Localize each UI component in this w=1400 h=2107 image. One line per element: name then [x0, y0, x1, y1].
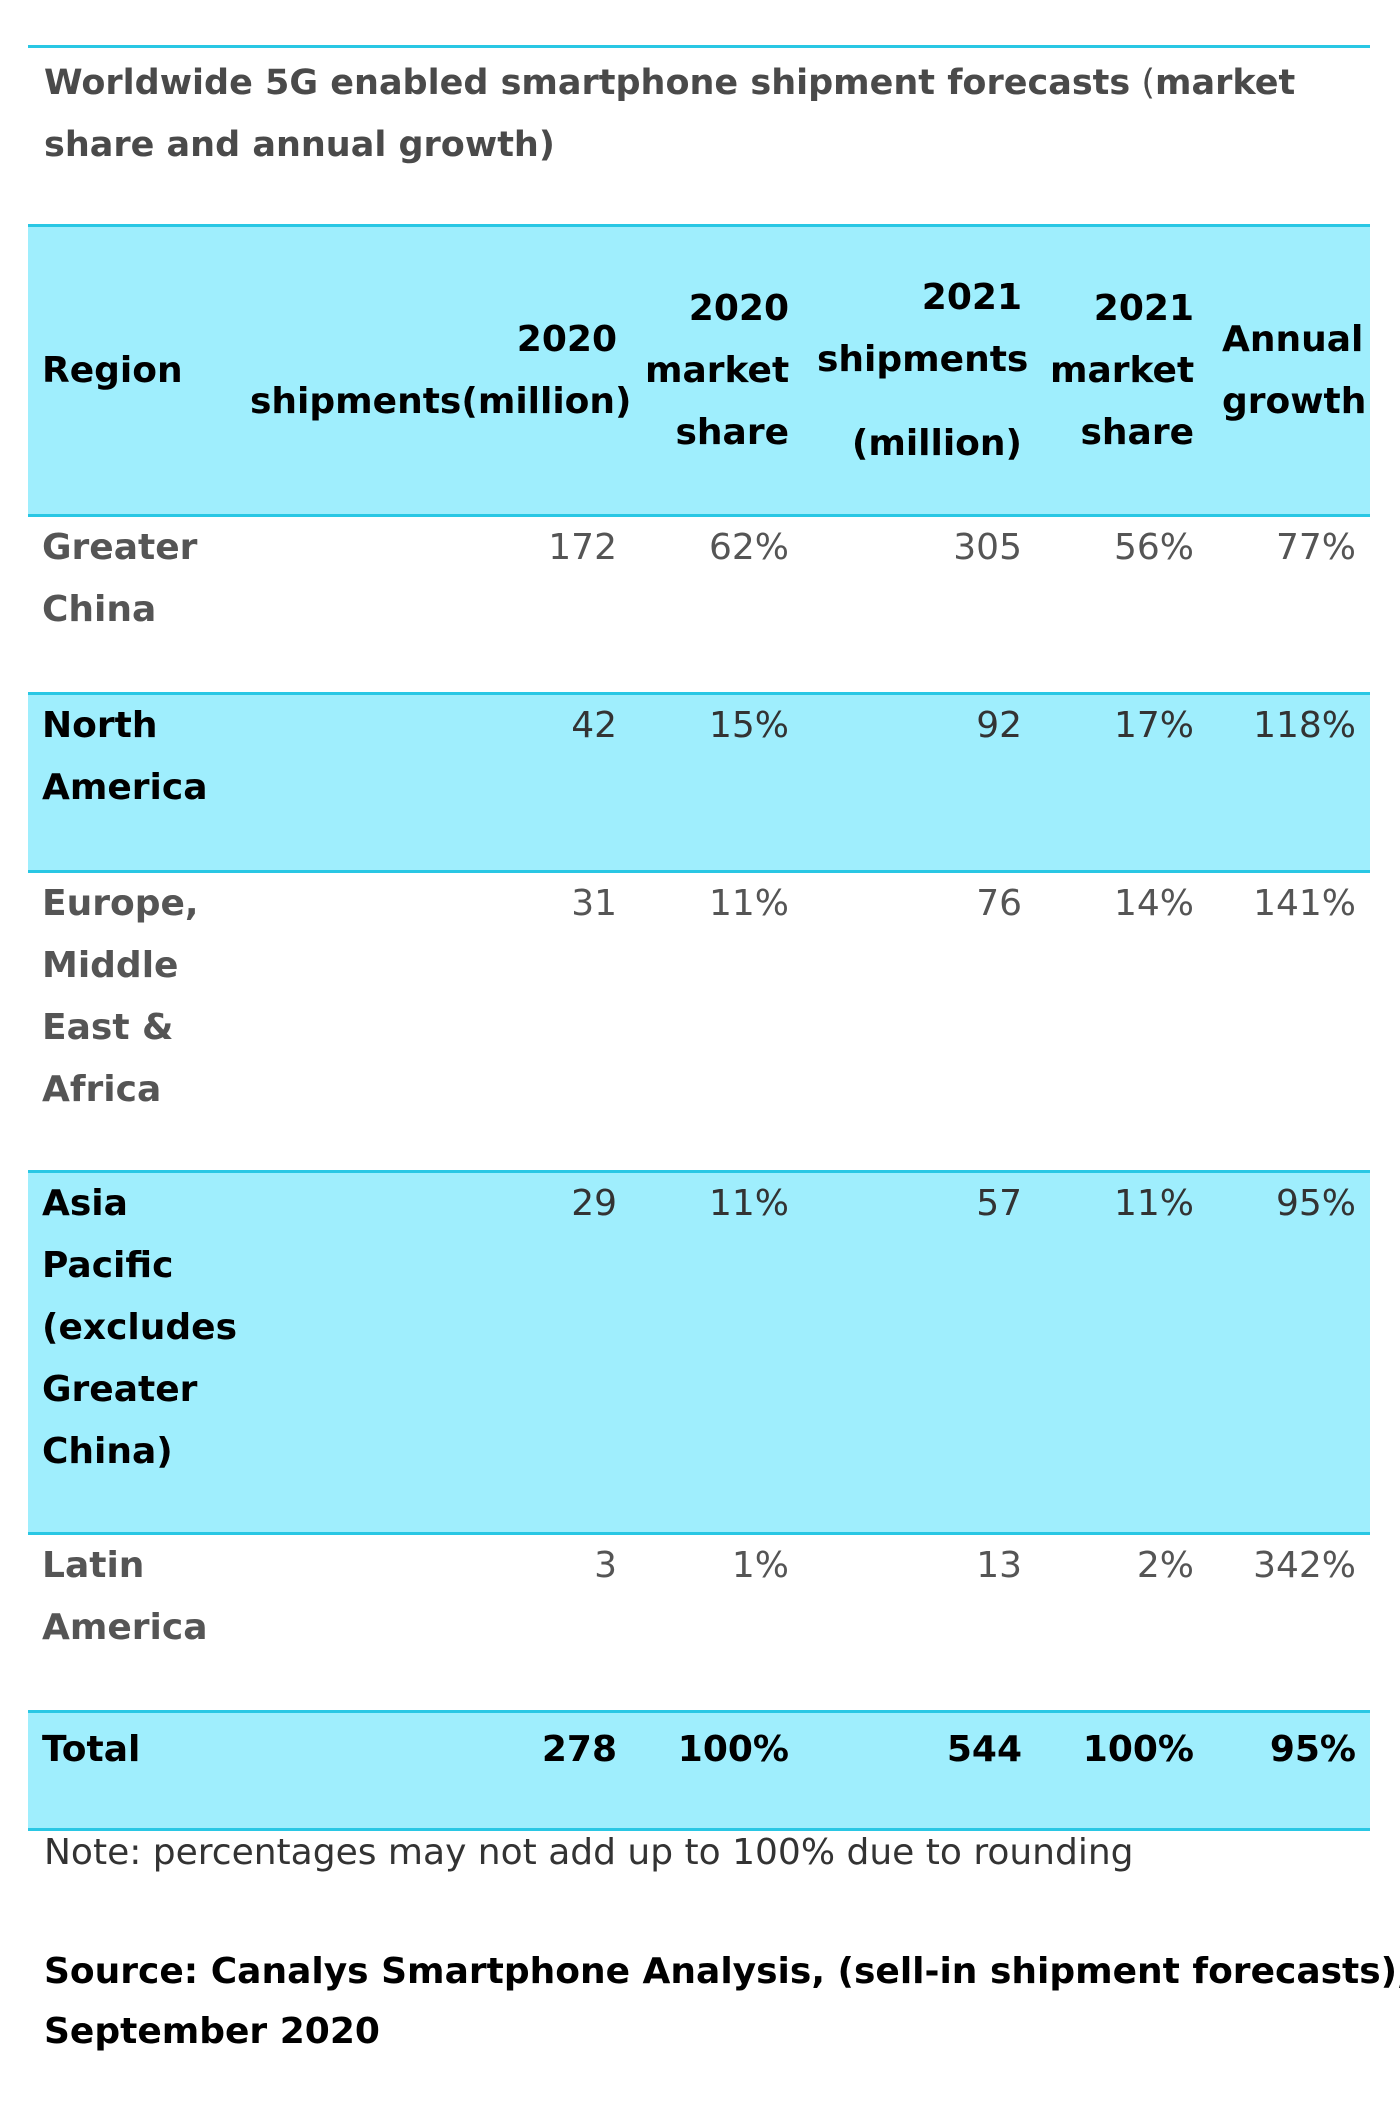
cell-2021-shipments: 57	[803, 1170, 1036, 1534]
cell-2021-market-share: 14%	[1036, 870, 1208, 1172]
region-line: China	[42, 589, 157, 630]
cell-2020-shipments: 31	[236, 870, 631, 1172]
cell-2020-market-share: 11%	[631, 870, 803, 1172]
cell-2021-shipments: 92	[803, 692, 1036, 872]
cell-total-2020-shipments: 278	[236, 1710, 631, 1830]
region-line: (excludes	[42, 1307, 238, 1348]
region-line: Greater	[42, 1369, 198, 1410]
region-line: America	[42, 1607, 208, 1648]
cell-region: Europe, Middle East & Africa	[28, 870, 236, 1172]
cell-annual-growth: 95%	[1208, 1170, 1370, 1534]
header-2020-shipments: 2020 shipments(million)	[236, 224, 632, 516]
header-2021-market-share: 2021 market share	[1036, 224, 1208, 516]
region-line: Africa	[42, 1069, 162, 1110]
total-row: Total 278 100% 544 100% 95%	[28, 1710, 1370, 1830]
cell-annual-growth: 118%	[1208, 692, 1370, 872]
cell-2021-market-share: 56%	[1036, 514, 1208, 694]
header-2020-market-share: 2020 market share	[631, 224, 803, 516]
region-line: China)	[42, 1431, 173, 1472]
cell-total-label: Total	[28, 1710, 236, 1830]
cell-2021-shipments: 76	[803, 870, 1036, 1172]
cell-region: Latin America	[28, 1532, 236, 1712]
cell-annual-growth: 77%	[1208, 514, 1370, 694]
table-caption: Worldwide 5G enabled smartphone shipment…	[44, 52, 1364, 176]
cell-total-2021-market-share: 100%	[1036, 1710, 1208, 1830]
cell-total-2020-market-share: 100%	[631, 1710, 803, 1830]
header-2021-shipments: 2021 shipments (million)	[803, 224, 1036, 516]
cell-2021-market-share: 17%	[1036, 692, 1208, 872]
table-row: Greater China 172 62% 305 56% 77%	[28, 514, 1370, 694]
cell-2020-market-share: 11%	[631, 1170, 803, 1534]
cell-2021-market-share: 11%	[1036, 1170, 1208, 1534]
caption-paren: (	[1130, 63, 1156, 103]
caption-rest: market share and annual growth)	[44, 63, 1296, 165]
table-row: Europe, Middle East & Africa 31 11% 76 14% 141%	[28, 870, 1370, 1172]
shipment-forecast-table: Region 2020 shipments(million) 2020 mark…	[28, 224, 1370, 1831]
table-header-row: Region 2020 shipments(million) 2020 mark…	[28, 224, 1370, 516]
cell-annual-growth: 342%	[1208, 1532, 1370, 1712]
caption-bold: Worldwide 5G enabled smartphone shipment…	[44, 63, 1131, 103]
cell-2020-market-share: 15%	[631, 692, 803, 872]
cell-2020-market-share: 62%	[631, 514, 803, 694]
header-annual-growth: Annual growth	[1208, 224, 1370, 516]
table-row: Asia Pacific (excludes Greater China) 29 11% 57…	[28, 1170, 1370, 1534]
caption-top-rule	[28, 45, 1370, 48]
header-region: Region	[28, 224, 236, 516]
cell-2020-shipments: 3	[236, 1532, 631, 1712]
cell-2020-shipments: 172	[236, 514, 631, 694]
table-row: North America 42 15% 92 17% 118%	[28, 692, 1370, 872]
cell-2021-shipments: 13	[803, 1532, 1036, 1712]
region-line: Middle	[42, 945, 179, 986]
region-line: America	[42, 767, 208, 808]
table-body: Greater China 172 62% 305 56% 77% North America 4…	[28, 514, 1370, 1830]
source-line: Source: Canalys Smartphone Analysis, (se…	[44, 1951, 1400, 1992]
cell-2020-shipments: 42	[236, 692, 631, 872]
region-line: Latin	[42, 1545, 145, 1586]
cell-region: Asia Pacific (excludes Greater China)	[28, 1170, 238, 1534]
source-line: September 2020	[44, 2011, 380, 2052]
region-line: Pacific	[42, 1245, 174, 1286]
region-line: Asia	[42, 1183, 128, 1224]
cell-2020-shipments: 29	[236, 1170, 631, 1534]
region-line: Greater	[42, 527, 198, 568]
cell-region: North America	[28, 692, 236, 872]
cell-2020-market-share: 1%	[631, 1532, 803, 1712]
region-line: Europe,	[42, 883, 199, 924]
rounding-note: Note: percentages may not add up to 100%…	[44, 1832, 1134, 1873]
cell-annual-growth: 141%	[1208, 870, 1370, 1172]
cell-total-annual-growth: 95%	[1208, 1710, 1370, 1830]
cell-2021-market-share: 2%	[1036, 1532, 1208, 1712]
region-line: North	[42, 705, 158, 746]
region-line: East &	[42, 1007, 174, 1048]
cell-2021-shipments: 305	[803, 514, 1036, 694]
cell-region: Greater China	[28, 514, 236, 694]
table-row: Latin America 3 1% 13 2% 342%	[28, 1532, 1370, 1712]
cell-total-2021-shipments: 544	[803, 1710, 1036, 1830]
source-citation: Source: Canalys Smartphone Analysis, (se…	[44, 1942, 1400, 2062]
